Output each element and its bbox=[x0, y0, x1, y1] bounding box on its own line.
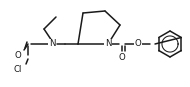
Text: N: N bbox=[49, 39, 55, 48]
Text: Cl: Cl bbox=[14, 64, 22, 74]
Text: O: O bbox=[135, 39, 141, 48]
Text: O: O bbox=[15, 50, 21, 60]
Text: N: N bbox=[105, 39, 111, 48]
Text: O: O bbox=[119, 52, 125, 62]
